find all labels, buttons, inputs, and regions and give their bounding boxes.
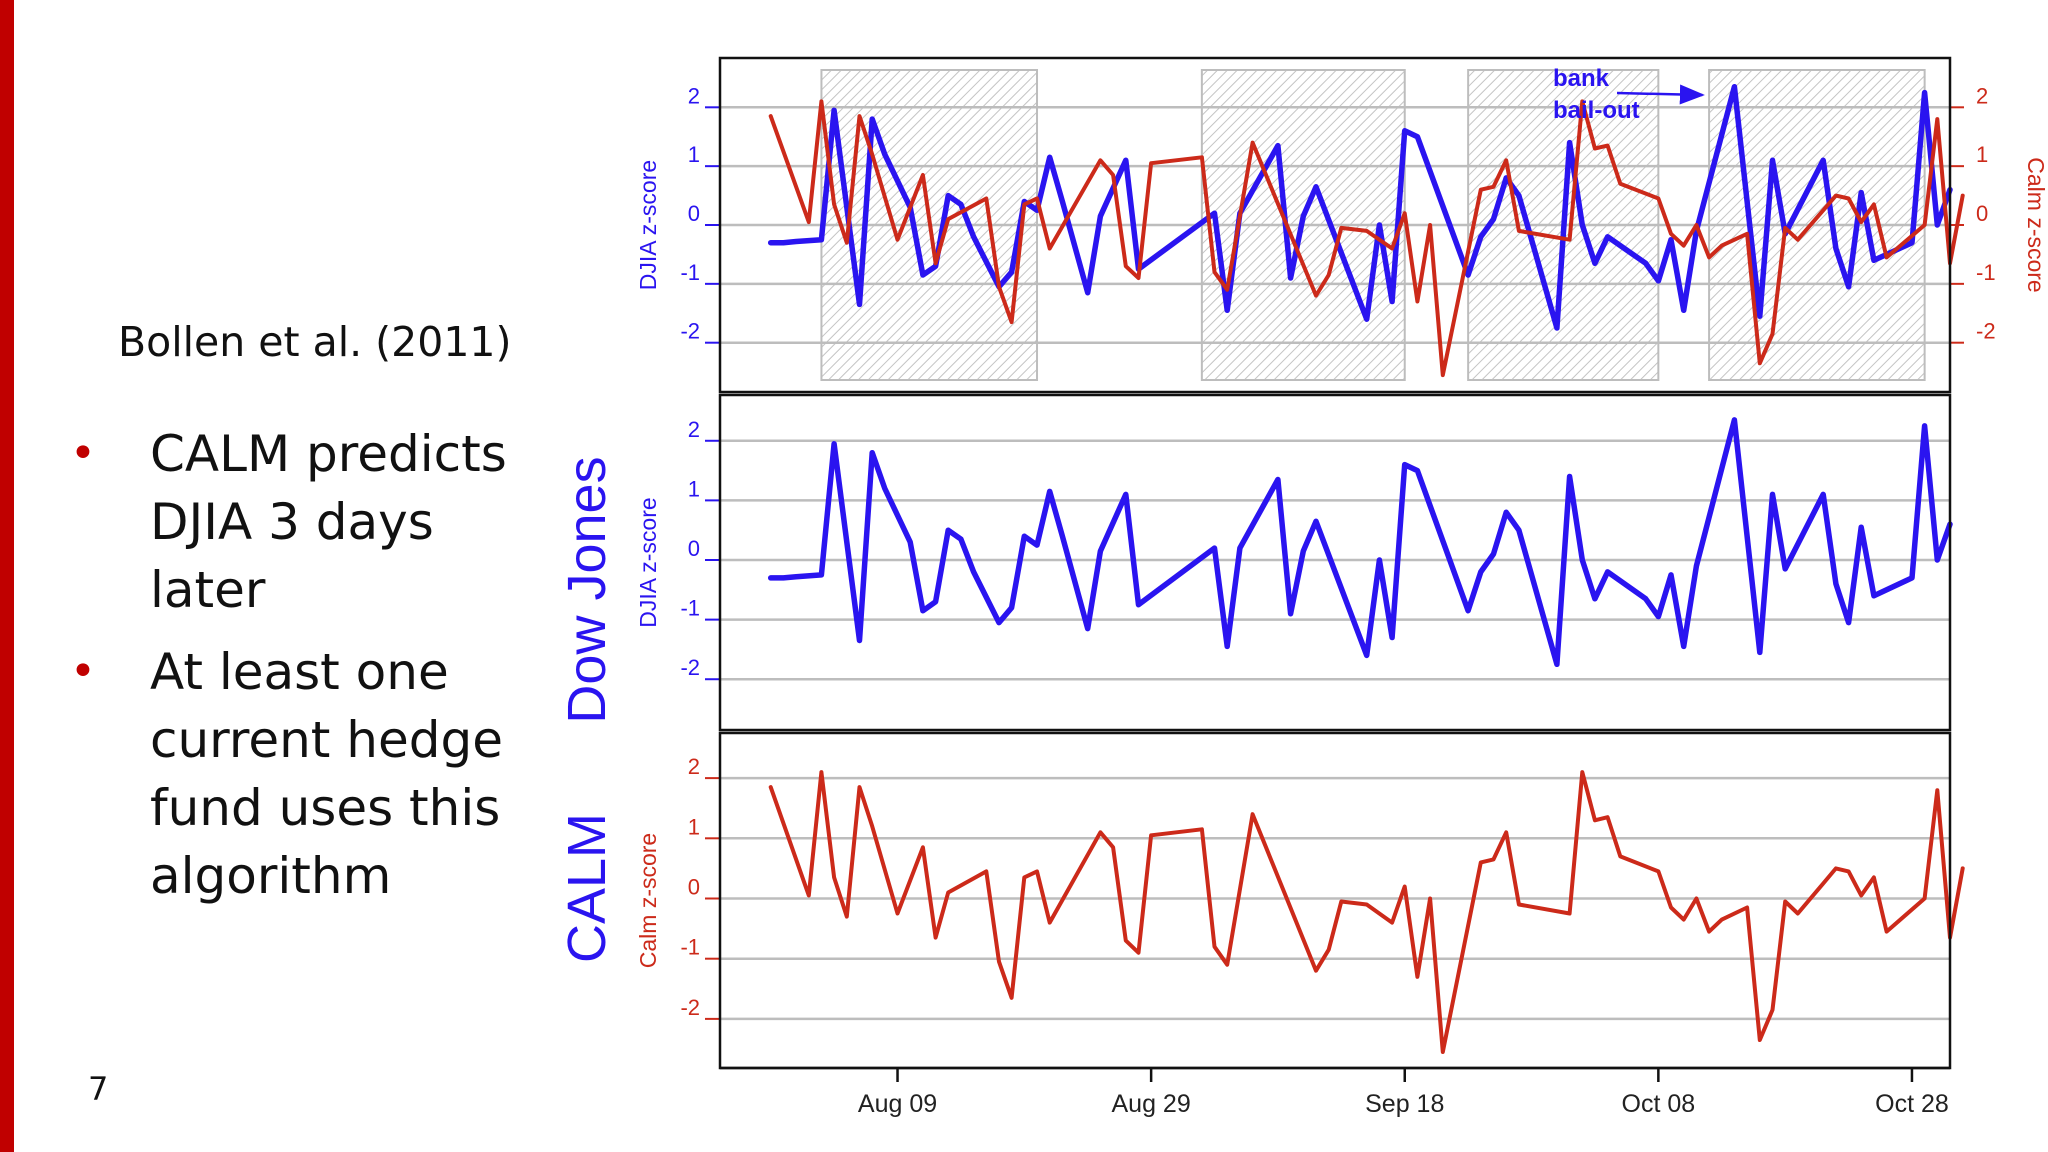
bullet-dot-icon: • (70, 428, 96, 479)
x-tick-label: Sep 18 (1365, 1090, 1444, 1118)
series-line-calm (768, 770, 1965, 1054)
annotation-line1: bank (1553, 65, 1610, 92)
x-tick-label: Aug 29 (1112, 1090, 1191, 1118)
side-label-calm: CALM (557, 813, 617, 963)
y-tick-label-right: -2 (1976, 319, 1996, 344)
y-axis-label: DJIA z-score (635, 160, 661, 290)
y-tick-label: -2 (680, 319, 700, 344)
y-tick-label: 1 (688, 814, 700, 839)
bullet-item: • At least one current hedge fund uses th… (70, 638, 530, 910)
y-tick-label: 0 (688, 201, 700, 226)
x-tick-label: Oct 28 (1875, 1090, 1949, 1118)
y-tick-label-right: 2 (1976, 83, 1988, 108)
y-tick-label: -1 (680, 260, 700, 285)
y-tick-label: 2 (688, 417, 700, 442)
plot-layer: -2 -2 -1 -1 0 0 1 1 2 2 DJIA z-score Calm z-score ba… (635, 56, 2048, 1118)
y-tick-label: 1 (688, 476, 700, 501)
y-tick-label: -2 (680, 655, 700, 680)
bullet-dot-icon: • (70, 646, 96, 697)
x-tick-label: Oct 08 (1622, 1090, 1696, 1118)
x-tick-label: Aug 09 (858, 1090, 937, 1118)
accent-bar (0, 0, 14, 1152)
y-tick-label: 0 (688, 875, 700, 900)
y-tick-label: 0 (688, 536, 700, 561)
panel-frame (718, 56, 1952, 394)
side-label-dow: Dow Jones (557, 456, 617, 723)
series-line-djia (767, 83, 1953, 331)
panel-dow: -2 -1 0 1 2 DJIA z-score (635, 393, 1953, 732)
bullet-text: CALM predicts DJIA 3 days later (150, 425, 507, 619)
y-tick-label: 2 (688, 83, 700, 108)
y-axis-label: Calm z-score (635, 833, 661, 968)
bullet-item: • CALM predicts DJIA 3 days later (70, 420, 530, 624)
y-tick-label: 1 (688, 142, 700, 167)
y-tick-label: -2 (680, 995, 700, 1020)
panel-calm: -2 -1 0 1 2 Calm z-score (635, 731, 1965, 1070)
panel-overlay: -2 -2 -1 -1 0 0 1 1 2 2 DJIA z-score Calm z-score ba… (635, 56, 2048, 394)
annotation-arrow (1616, 84, 1705, 105)
bullet-text: At least one current hedge fund uses thi… (150, 643, 503, 905)
y-tick-label: -1 (680, 935, 700, 960)
y-axis-label: DJIA z-score (635, 497, 661, 627)
panel-frame (718, 393, 1952, 732)
y-tick-label: 2 (688, 754, 700, 779)
bullet-list: • CALM predicts DJIA 3 days later • At lea… (70, 420, 530, 924)
annotation-line2: bail-out (1553, 97, 1640, 124)
series-line-djia (767, 417, 1953, 668)
slide-number: 7 (88, 1070, 109, 1108)
y-axis-label-right: Calm z-score (2023, 157, 2048, 292)
y-tick-label: -1 (680, 596, 700, 621)
citation: Bollen et al. (2011) (118, 318, 512, 366)
x-axis: Aug 09 Aug 29 Sep 18 Oct 08 Oct 28 (720, 1066, 1950, 1118)
y-tick-label-right: 0 (1976, 201, 1988, 226)
series-line-calm (768, 99, 1965, 378)
y-tick-label-right: -1 (1976, 260, 1996, 285)
y-tick-label-right: 1 (1976, 142, 1988, 167)
